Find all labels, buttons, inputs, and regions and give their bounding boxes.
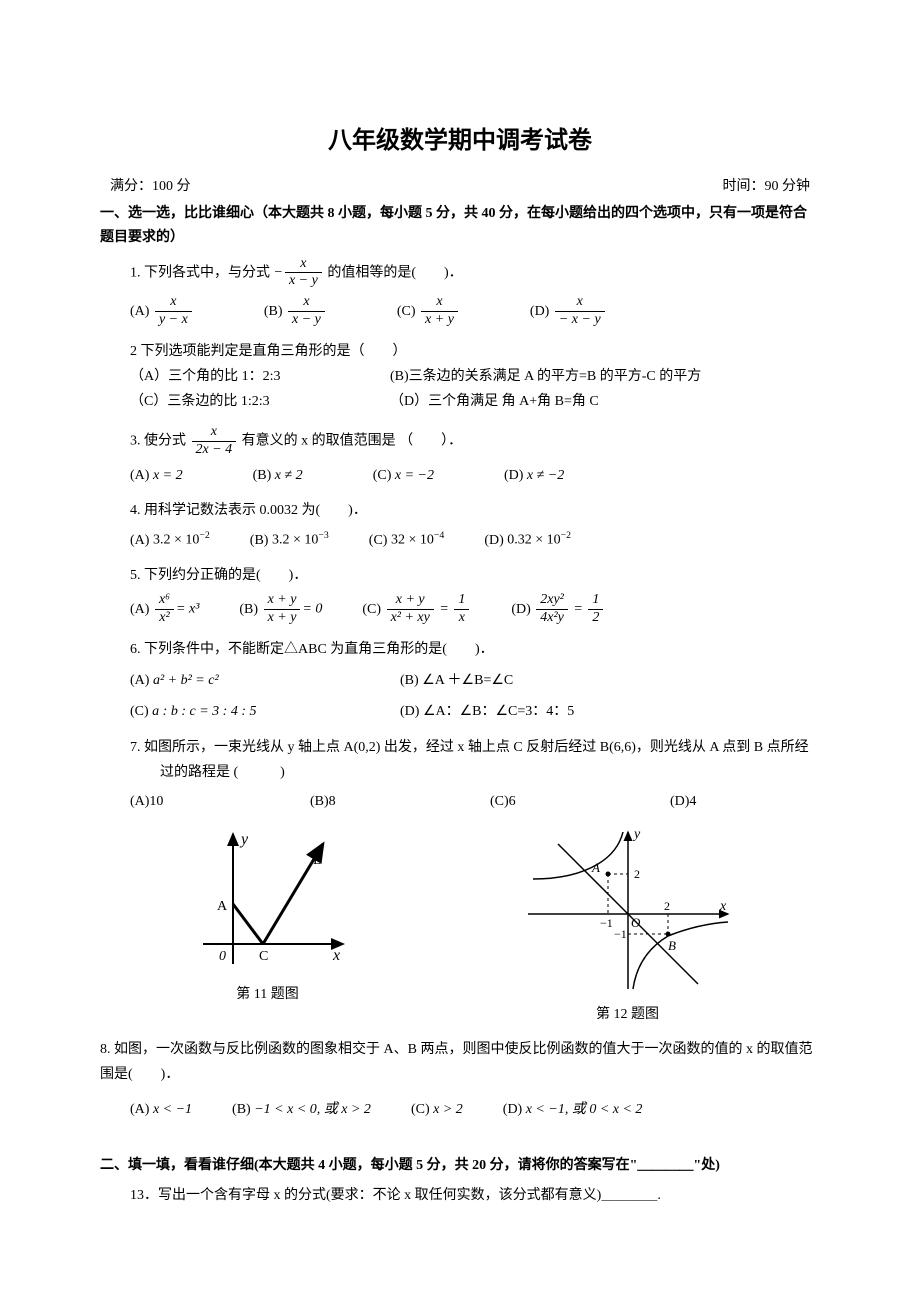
q7-opt-d: (D)4	[670, 789, 696, 814]
q2-opt-a: （A）三个角的比 1：2:3	[130, 364, 390, 389]
q6-opt-b: (B) ∠A ＋∠B=∠C	[400, 668, 513, 693]
q7-stem: 7. 如图所示，一束光线从 y 轴上点 A(0,2) 出发，经过 x 轴上点 C…	[130, 735, 820, 785]
svg-text:2: 2	[664, 899, 670, 913]
q2-opt-d: （D）三个角满足 角 A+角 B=角 C	[390, 389, 599, 414]
section-2-header: 二、填一填，看看谁仔细(本大题共 4 小题，每小题 5 分，共 20 分，请将你…	[100, 1153, 820, 1178]
q6-opt-d: (D) ∠A：∠B：∠C=3：4：5	[400, 699, 574, 724]
q2-opt-c: （C）三条边的比 1:2:3	[130, 389, 390, 414]
q4-opt-d: (D) 0.32 × 10−2	[484, 527, 571, 553]
question-3: 3. 使分式 x2x − 4 有意义的 x 的取值范围是 （ ）． (A) x …	[100, 424, 820, 488]
svg-text:x: x	[719, 899, 727, 914]
figure-11: A B C 0 x y 第 11 题图	[183, 824, 353, 1023]
q3-stem-after: 有意义的 x 的取值范围是 （ ）．	[242, 434, 463, 449]
q5-stem: 5. 下列约分正确的是( )．	[130, 563, 820, 588]
svg-text:2: 2	[634, 867, 640, 881]
svg-text:0: 0	[219, 949, 226, 964]
page-title: 八年级数学期中调考试卷	[100, 120, 820, 155]
q5-opt-c: (C) x + yx² + xy = 1x	[362, 592, 471, 627]
section-2-rest: (本大题共 4 小题，每小题 5 分，共 20 分，请将你的答案写在"＿＿＿＿"…	[254, 1158, 720, 1173]
q4-opt-c: (C) 32 × 10−4	[369, 527, 445, 553]
q2-stem: 2 下列选项能判定是直角三角形的是（ ）	[130, 339, 820, 364]
q4-stem: 4. 用科学记数法表示 0.0032 为( )．	[130, 498, 820, 523]
svg-text:−1: −1	[614, 927, 627, 941]
q1-stem-after: 的值相等的是( )．	[327, 265, 462, 280]
question-13: 13．写出一个含有字母 x 的分式(要求：不论 x 取任何实数，该分式都有意义)…	[100, 1183, 820, 1208]
svg-text:−1: −1	[600, 916, 613, 930]
meta-line: 满分：100 分 时间：90 分钟	[100, 175, 820, 195]
q7-opt-c: (C)6	[490, 789, 630, 814]
time-limit: 时间：90 分钟	[723, 175, 811, 195]
svg-text:C: C	[259, 949, 268, 964]
figure-12-caption: 第 12 题图	[518, 1003, 738, 1023]
svg-text:y: y	[239, 831, 249, 848]
section-1-lead: 一、选一选，比比谁细心	[100, 204, 254, 220]
question-7: 7. 如图所示，一束光线从 y 轴上点 A(0,2) 出发，经过 x 轴上点 C…	[100, 735, 820, 815]
q3-opt-b: (B) x ≠ 2	[253, 463, 303, 488]
q7-opt-a: (A)10	[130, 789, 270, 814]
svg-text:B: B	[668, 938, 676, 953]
question-4: 4. 用科学记数法表示 0.0032 为( )． (A) 3.2 × 10−2 …	[100, 498, 820, 553]
full-marks: 满分：100 分	[110, 175, 191, 195]
q8-opt-b: (B) −1 < x < 0, 或 x > 2	[232, 1097, 371, 1122]
q3-opt-c: (C) x = −2	[373, 463, 434, 488]
section-2-lead: 二、填一填，看看谁仔细	[100, 1156, 254, 1172]
q13-stem: 13．写出一个含有字母 x 的分式(要求：不论 x 取任何实数，该分式都有意义)…	[130, 1183, 820, 1208]
q2-opt-b: (B)三条边的关系满足 A 的平方=B 的平方-C 的平方	[390, 364, 701, 389]
svg-text:A: A	[591, 860, 600, 875]
q1-opt-a: (A) xy − x	[130, 294, 194, 329]
q5-opt-b: (B) x + yx + y= 0	[239, 592, 322, 627]
q3-stem: 3. 使分式	[130, 434, 190, 449]
question-8: 8. 如图，一次函数与反比例函数的图象相交于 A、B 两点，则图中使反比例函数的…	[100, 1037, 820, 1123]
q3-opt-a: (A) x = 2	[130, 463, 183, 488]
question-2: 2 下列选项能判定是直角三角形的是（ ） （A）三个角的比 1：2:3 (B)三…	[100, 339, 820, 415]
question-5: 5. 下列约分正确的是( )． (A) x⁶x²= x³ (B) x + yx …	[100, 563, 820, 627]
section-1-header: 一、选一选，比比谁细心（本大题共 8 小题，每小题 5 分，共 40 分，在每小…	[100, 201, 820, 250]
q8-opt-d: (D) x < −1, 或 0 < x < 2	[503, 1097, 643, 1122]
svg-text:B: B	[313, 853, 322, 868]
q5-opt-d: (D) 2xy²4x²y = 12	[511, 592, 605, 627]
q6-opt-a: (A) a² + b² = c²	[130, 668, 360, 693]
question-6: 6. 下列条件中，不能断定△ABC 为直角三角形的是( )． (A) a² + …	[100, 637, 820, 725]
q1-opt-b: (B) xx − y	[264, 294, 327, 329]
svg-text:x: x	[332, 947, 340, 964]
q3-opt-d: (D) x ≠ −2	[504, 463, 564, 488]
figure-11-caption: 第 11 题图	[183, 983, 353, 1003]
q1-opt-c: (C) xx + y	[397, 294, 460, 329]
q7-opt-b: (B)8	[310, 789, 450, 814]
q6-stem: 6. 下列条件中，不能断定△ABC 为直角三角形的是( )．	[130, 637, 820, 662]
q1-main-frac: −xx − y	[274, 265, 328, 280]
question-1: 1. 下列各式中，与分式 −xx − y 的值相等的是( )． (A) xy −…	[100, 256, 820, 329]
q1-stem: 1. 下列各式中，与分式	[130, 265, 274, 280]
svg-text:y: y	[632, 827, 641, 842]
svg-text:A: A	[217, 899, 228, 914]
figure-12: A B O x y 2 2 −1 −1 第 12 题图	[518, 824, 738, 1023]
q3-frac: x2x − 4	[192, 424, 237, 459]
q8-opt-a: (A) x < −1	[130, 1097, 192, 1122]
q4-opt-b: (B) 3.2 × 10−3	[250, 527, 329, 553]
svg-text:O: O	[631, 915, 641, 930]
q8-opt-c: (C) x > 2	[411, 1097, 463, 1122]
q6-opt-c: (C) a : b : c = 3 : 4 : 5	[130, 699, 360, 724]
q1-opt-d: (D) x− x − y	[530, 294, 607, 329]
q4-opt-a: (A) 3.2 × 10−2	[130, 527, 210, 553]
q5-opt-a: (A) x⁶x²= x³	[130, 592, 199, 627]
q8-stem: 8. 如图，一次函数与反比例函数的图象相交于 A、B 两点，则图中使反比例函数的…	[100, 1037, 820, 1087]
